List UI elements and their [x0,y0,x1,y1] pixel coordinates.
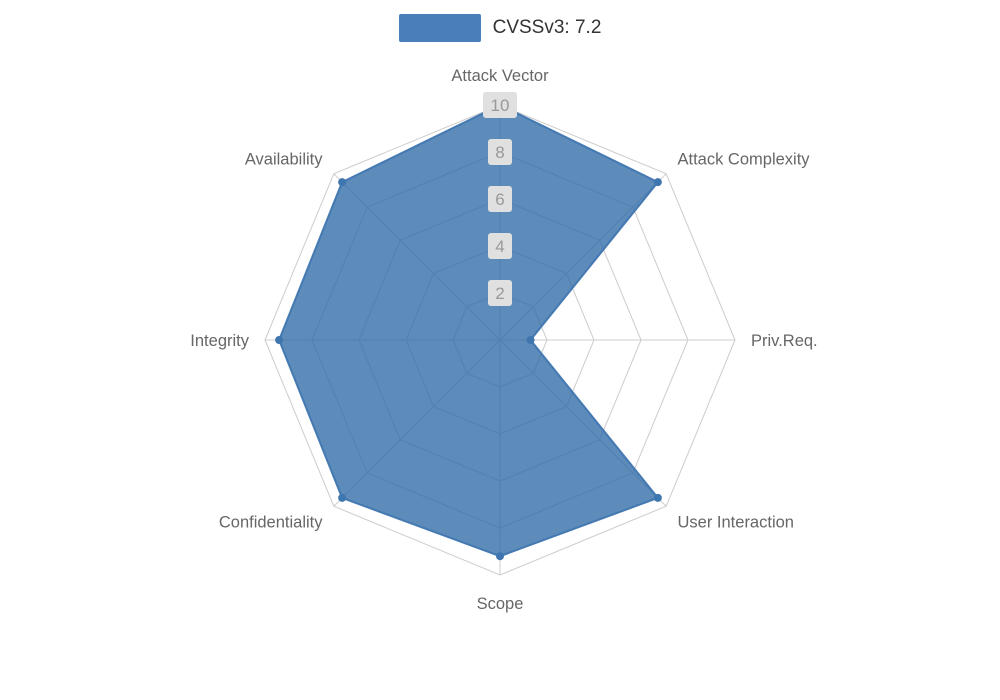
tick-label: 4 [495,237,504,256]
tick-label-bg [483,92,517,118]
axis-label-integrity: Integrity [190,332,249,350]
radar-vertex-dot [275,336,284,344]
radar-grid-ring [264,104,736,576]
radar-vertex-dot [526,336,535,344]
tick-label-bg [488,280,512,306]
axis-label-scope: Scope [477,595,524,613]
axis-label-user-interaction: User Interaction [678,514,794,532]
axis-label-confidentiality: Confidentiality [219,514,323,532]
chart-legend[interactable]: CVSSv3: 7.2 [0,14,1000,42]
radar-vertex-dot [338,493,347,502]
tick-label: 6 [495,190,504,209]
axis-label-availability: Availability [245,151,323,169]
radar-vertex-dot [496,552,504,561]
tick-label-bg [488,186,512,212]
tick-label: 10 [491,96,510,115]
legend-swatch [398,14,481,42]
tick-label: 2 [495,284,504,303]
axis-label-attack-complexity: Attack Complexity [678,151,811,169]
axis-label-attack-vector: Attack Vector [451,67,549,85]
tick-label-bg [488,233,512,259]
tick-label-bg [488,139,512,165]
radar-vertex-dot [653,493,662,502]
tick-label: 8 [495,143,504,162]
legend-label: CVSSv3: 7.2 [492,17,602,38]
radar-vertex-dot [653,178,662,187]
axis-label-priv-req-: Priv.Req. [751,332,818,350]
radar-vertex-dot [338,178,347,187]
